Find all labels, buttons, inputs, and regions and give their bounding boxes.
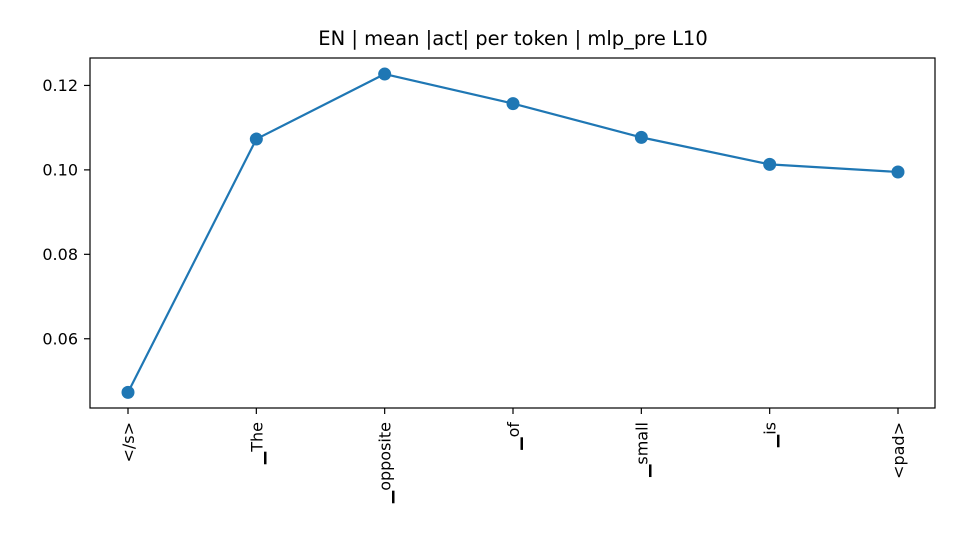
data-point [378,67,392,81]
data-point [891,165,905,179]
y-tick-label: 0.08 [42,245,78,264]
x-tick-label: ▁is [761,422,780,448]
y-tick-label: 0.12 [42,76,78,95]
data-point [763,157,777,171]
axes-frame [89,57,936,409]
x-tick-label: ▁The [247,422,266,465]
x-tick-label: <pad> [889,422,908,479]
x-tick-label: ▁small [632,422,651,478]
data-point [121,385,135,399]
plot-area: 0.06 0.08 0.10 0.12 </s> ▁The ▁opposite ▁of ▁sma… [42,67,908,504]
y-tick-label: 0.06 [42,329,78,348]
y-tick-label: 0.10 [42,160,78,179]
x-tick-label: ▁of [504,422,523,451]
series-line [127,72,899,393]
x-tick-label: </s> [119,422,138,463]
data-point [506,97,520,111]
data-point [249,132,263,146]
data-point [634,130,648,144]
x-tick-label: ▁opposite [376,422,395,504]
chart-title: EN | mean |act| per token | mlp_pre L10 [318,27,708,50]
